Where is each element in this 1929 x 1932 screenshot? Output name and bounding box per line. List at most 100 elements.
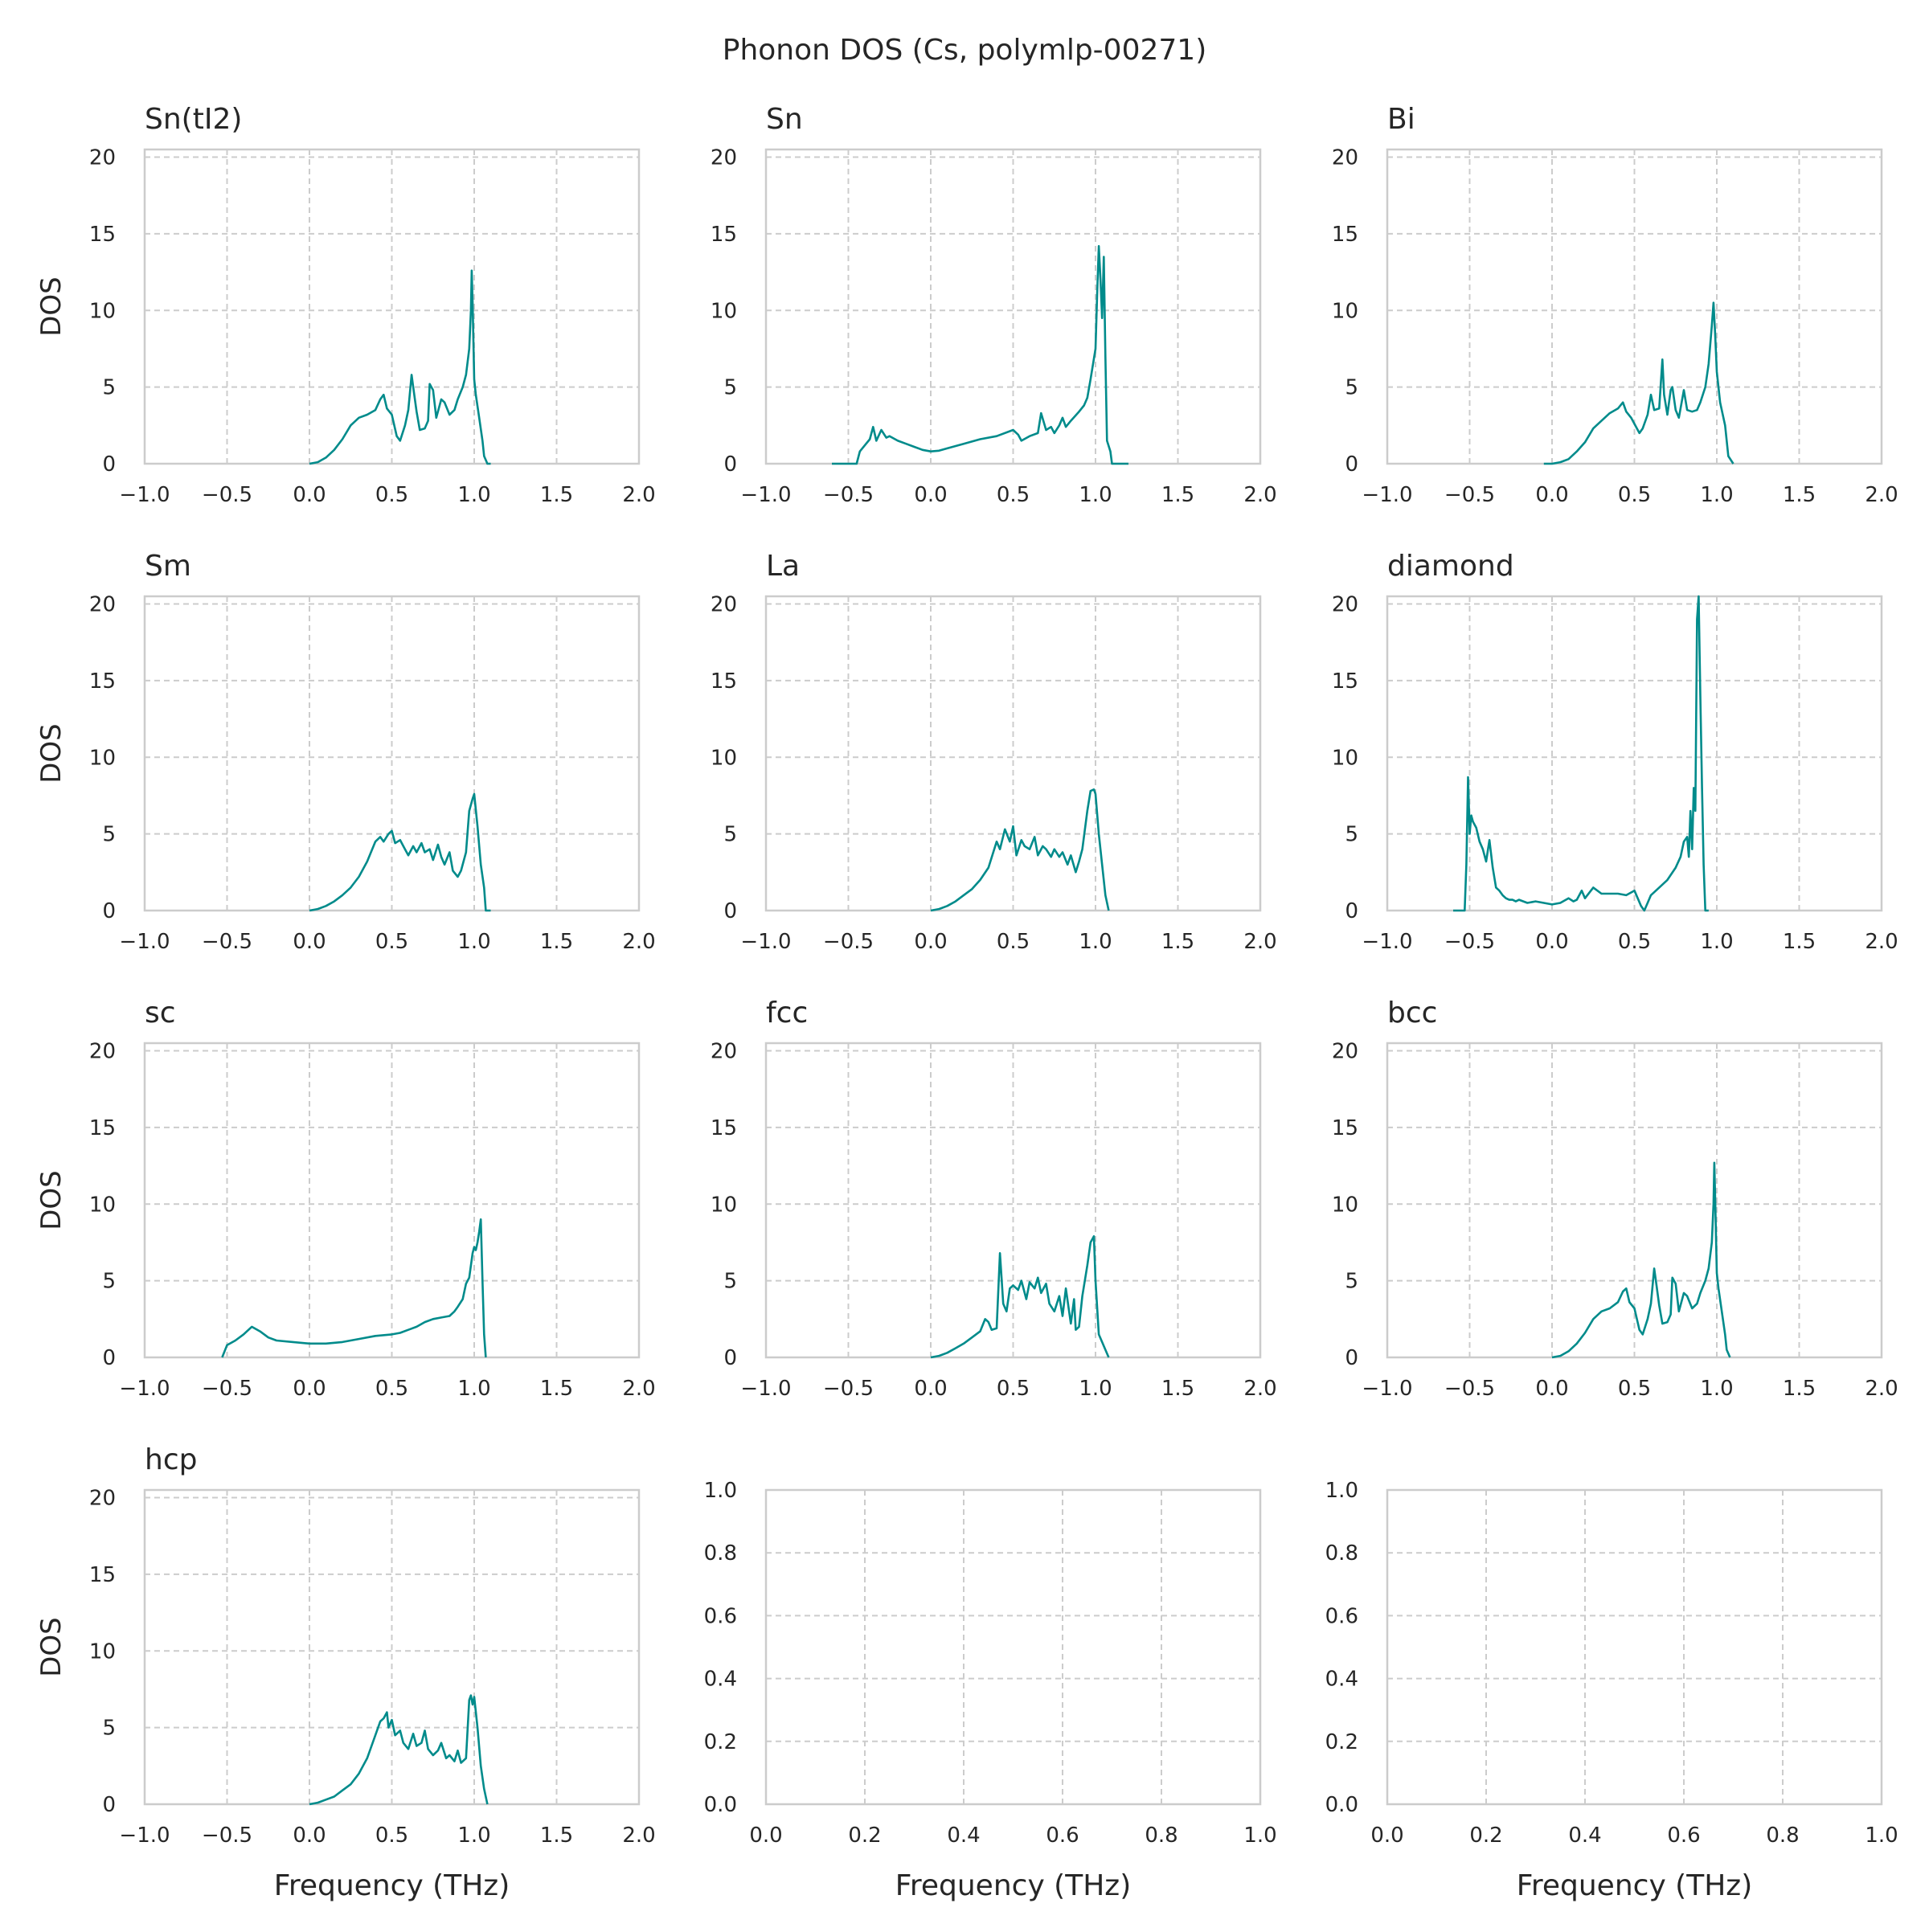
y-tick-label: 5 [102, 1717, 116, 1741]
y-tick-label: 10 [89, 299, 116, 323]
axes-frame [764, 1042, 1262, 1359]
x-tick-label: 0.8 [1145, 1824, 1177, 1848]
y-tick-label: 20 [711, 593, 737, 617]
dos-series-line [309, 269, 491, 465]
y-axis-label: DOS [35, 723, 68, 784]
y-axis-label: DOS [35, 1617, 68, 1677]
x-tick-label: 0.4 [1568, 1824, 1601, 1848]
y-tick-label: 20 [1332, 593, 1358, 617]
y-tick-label: 15 [1332, 223, 1358, 247]
x-tick-label: 1.5 [1783, 483, 1816, 507]
subplot-title: Sn(tI2) [145, 103, 242, 136]
x-tick-label: 0.5 [1618, 1377, 1651, 1401]
x-tick-label: 0.0 [1370, 1824, 1403, 1848]
subplot-title: fcc [766, 997, 808, 1029]
x-tick-label: 1.0 [457, 1824, 490, 1848]
x-tick-label: 0.0 [293, 483, 326, 507]
y-tick-label: 5 [723, 376, 737, 400]
y-tick-label: 5 [1345, 1270, 1358, 1294]
x-tick-label: 0.5 [375, 1377, 408, 1401]
x-tick-label: 0.0 [914, 483, 947, 507]
x-tick-label: 0.5 [375, 930, 408, 954]
x-tick-label: 1.0 [1079, 1377, 1112, 1401]
axes-frame [1386, 1488, 1883, 1806]
dos-series-line [221, 1218, 487, 1358]
axes-frame [764, 595, 1262, 912]
y-tick-label: 0.8 [1325, 1541, 1358, 1566]
x-tick-label: 0.5 [1618, 930, 1651, 954]
y-tick-label: 15 [711, 1116, 737, 1140]
x-tick-label: 0.0 [1535, 930, 1568, 954]
axes-frame [1386, 595, 1883, 912]
y-tick-label: 1.0 [1325, 1479, 1358, 1503]
x-tick-label: −0.5 [202, 1824, 252, 1848]
y-tick-label: 15 [1332, 669, 1358, 694]
y-tick-label: 5 [102, 823, 116, 847]
x-tick-label: −0.5 [823, 1377, 874, 1401]
y-tick-label: 10 [89, 1639, 116, 1664]
x-tick-label: 1.0 [1700, 930, 1733, 954]
dos-series-line [1551, 1161, 1731, 1359]
y-tick-label: 15 [89, 223, 116, 247]
x-tick-label: 1.5 [540, 1377, 573, 1401]
x-tick-label: 1.5 [1161, 1377, 1194, 1401]
x-tick-label: 2.0 [622, 930, 655, 954]
subplot-title: Sm [145, 550, 191, 583]
y-tick-label: 0.6 [1325, 1604, 1358, 1628]
x-tick-label: 2.0 [622, 1377, 655, 1401]
y-tick-label: 20 [89, 1487, 116, 1511]
y-tick-label: 5 [1345, 376, 1358, 400]
subplot-title: sc [145, 997, 176, 1029]
y-axis-label: DOS [35, 1170, 68, 1230]
y-tick-label: 15 [1332, 1116, 1358, 1140]
y-tick-label: 0.6 [704, 1604, 737, 1628]
x-tick-label: 1.5 [540, 483, 573, 507]
y-tick-label: 10 [1332, 299, 1358, 323]
y-tick-label: 15 [89, 1116, 116, 1140]
x-tick-label: 1.5 [540, 930, 573, 954]
y-tick-label: 20 [1332, 1040, 1358, 1064]
subplot-title: diamond [1387, 550, 1514, 583]
figure-title: Phonon DOS (Cs, polymlp-00271) [722, 34, 1207, 67]
axes-frame [764, 1488, 1262, 1806]
x-tick-label: −0.5 [1444, 1377, 1495, 1401]
dos-series-line [1453, 595, 1709, 912]
y-tick-label: 0.0 [1325, 1793, 1358, 1817]
x-tick-label: 1.0 [1079, 483, 1112, 507]
x-tick-label: 1.5 [1783, 1377, 1816, 1401]
subplot-title: La [766, 550, 800, 583]
y-tick-label: 0 [723, 1346, 737, 1370]
y-tick-label: 20 [89, 1040, 116, 1064]
y-tick-label: 1.0 [704, 1479, 737, 1503]
x-axis-label: Frequency (THz) [1517, 1869, 1752, 1902]
x-tick-label: 0.8 [1766, 1824, 1799, 1848]
x-tick-label: 0.2 [1469, 1824, 1502, 1848]
x-tick-label: 0.6 [1667, 1824, 1700, 1848]
x-tick-label: 0.0 [749, 1824, 782, 1848]
y-tick-label: 0.4 [704, 1668, 737, 1692]
x-tick-label: −1.0 [119, 1377, 170, 1401]
dos-series-line [309, 1694, 489, 1806]
y-tick-label: 0 [723, 452, 737, 477]
y-tick-label: 5 [723, 1270, 737, 1294]
x-tick-label: 2.0 [1865, 1377, 1898, 1401]
x-tick-label: 2.0 [1243, 1377, 1276, 1401]
y-tick-label: 0.2 [704, 1730, 737, 1754]
x-tick-label: 2.0 [1243, 930, 1276, 954]
y-tick-label: 5 [102, 1270, 116, 1294]
y-tick-label: 20 [711, 146, 737, 170]
y-tick-label: 0 [102, 1346, 116, 1370]
x-tick-label: 1.0 [457, 1377, 490, 1401]
y-tick-label: 20 [89, 593, 116, 617]
x-tick-label: −1.0 [740, 483, 791, 507]
y-axis-label: DOS [35, 276, 68, 337]
subplot-title: bcc [1387, 997, 1437, 1029]
x-tick-label: 0.4 [947, 1824, 980, 1848]
y-tick-label: 10 [711, 1193, 737, 1217]
y-tick-label: 10 [89, 1193, 116, 1217]
x-axis-label: Frequency (THz) [895, 1869, 1131, 1902]
x-tick-label: 2.0 [1243, 483, 1276, 507]
x-tick-label: 1.0 [1700, 1377, 1733, 1401]
x-tick-label: 2.0 [622, 483, 655, 507]
y-tick-label: 0.4 [1325, 1668, 1358, 1692]
